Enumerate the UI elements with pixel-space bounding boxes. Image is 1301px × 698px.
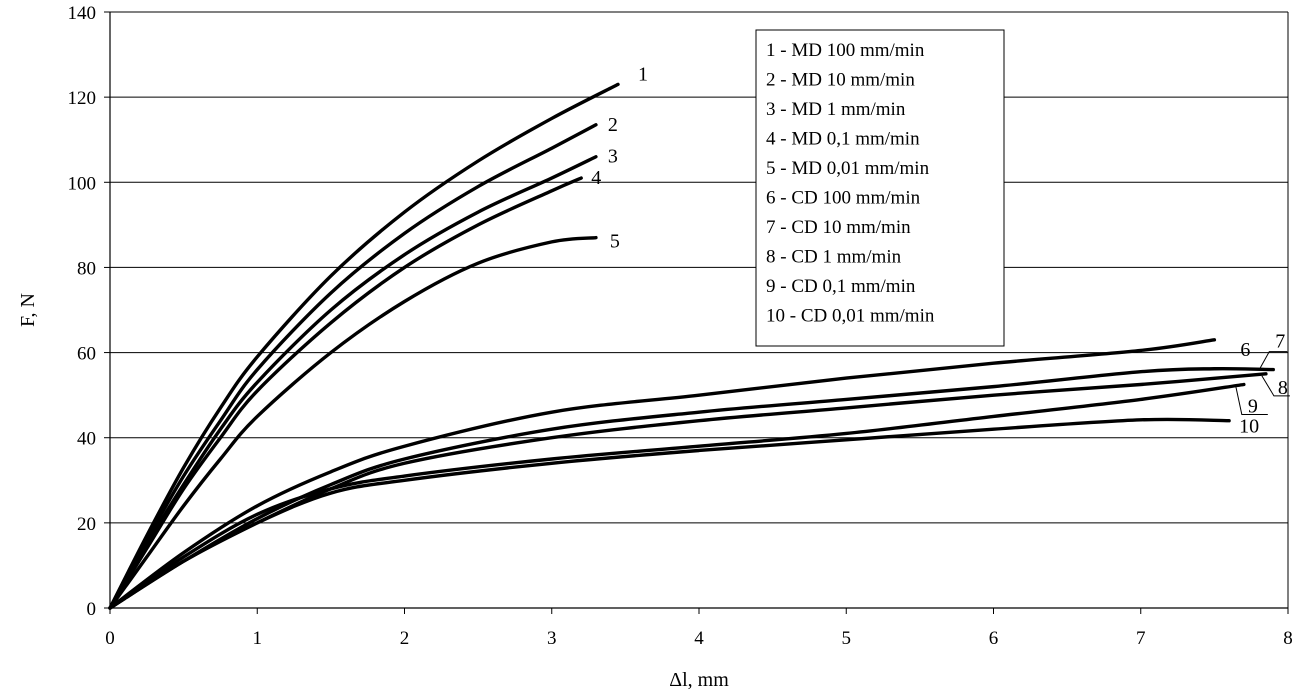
- curve-label-2: 2: [608, 114, 618, 136]
- curve-label-9: 9: [1248, 396, 1258, 418]
- curve-label-3: 3: [608, 146, 618, 168]
- x-tick-label-6: 6: [989, 628, 999, 649]
- legend-entry-3: 3 - MD 1 mm/min: [766, 99, 906, 120]
- series-line-7: [108, 366, 1275, 610]
- leader-line-7: [1258, 351, 1288, 370]
- y-tick-label-20: 20: [77, 514, 96, 535]
- x-tick-label-5: 5: [842, 628, 852, 649]
- x-tick-label-0: 0: [105, 628, 115, 649]
- legend-entry-5: 5 - MD 0,01 mm/min: [766, 158, 930, 179]
- y-tick-label-40: 40: [77, 429, 96, 450]
- legend-entry-7: 7 - CD 10 mm/min: [766, 217, 911, 238]
- series-line-9: [108, 382, 1246, 610]
- curve-label-10: 10: [1239, 416, 1259, 438]
- series-line-5: [108, 235, 598, 610]
- y-tick-label-140: 140: [68, 3, 97, 24]
- y-axis-title: F, N: [17, 293, 39, 327]
- x-tick-label-8: 8: [1283, 628, 1293, 649]
- gridlines: [110, 11, 1288, 524]
- curve-label-5: 5: [610, 231, 620, 253]
- legend-entry-9: 9 - CD 0,1 mm/min: [766, 276, 916, 297]
- legend-entry-2: 2 - MD 10 mm/min: [766, 70, 915, 91]
- series-line-1: [108, 82, 620, 610]
- leader-line-9: [1235, 386, 1268, 415]
- x-axis-title: Δl, mm: [669, 669, 729, 691]
- series-line-2: [108, 123, 598, 610]
- curve-label-1: 1: [638, 63, 648, 85]
- legend-entry-10: 10 - CD 0,01 mm/min: [766, 306, 935, 327]
- legend: 1 - MD 100 mm/min 2 - MD 10 mm/min 3 - MD …: [755, 29, 1005, 347]
- series-line-10: [108, 417, 1231, 610]
- y-tick-label-60: 60: [77, 344, 96, 365]
- curve-label-4: 4: [591, 167, 601, 189]
- y-tick-label-0: 0: [87, 599, 97, 620]
- y-tick-label-80: 80: [77, 258, 96, 279]
- series-line-6: [108, 338, 1217, 610]
- y-tick-label-120: 120: [68, 88, 97, 109]
- x-tick-label-2: 2: [400, 628, 410, 649]
- curve-label-7: 7: [1275, 331, 1285, 353]
- curve-label-6: 6: [1240, 339, 1250, 361]
- curve-label-8: 8: [1278, 377, 1288, 399]
- series-lines: [108, 82, 1275, 610]
- legend-box: [755, 29, 1005, 347]
- series-line-3: [108, 155, 598, 610]
- leader-line-8: [1261, 375, 1290, 397]
- x-tick-label-4: 4: [694, 628, 704, 649]
- legend-entry-8: 8 - CD 1 mm/min: [766, 247, 902, 268]
- x-tick-label-7: 7: [1136, 628, 1146, 649]
- y-tick-label-100: 100: [68, 173, 97, 194]
- legend-entry-6: 6 - CD 100 mm/min: [766, 188, 921, 209]
- x-tick-label-1: 1: [253, 628, 263, 649]
- series-line-4: [108, 176, 583, 610]
- x-tick-label-3: 3: [547, 628, 557, 649]
- legend-entry-1: 1 - MD 100 mm/min: [766, 40, 925, 61]
- legend-entry-4: 4 - MD 0,1 mm/min: [766, 129, 920, 150]
